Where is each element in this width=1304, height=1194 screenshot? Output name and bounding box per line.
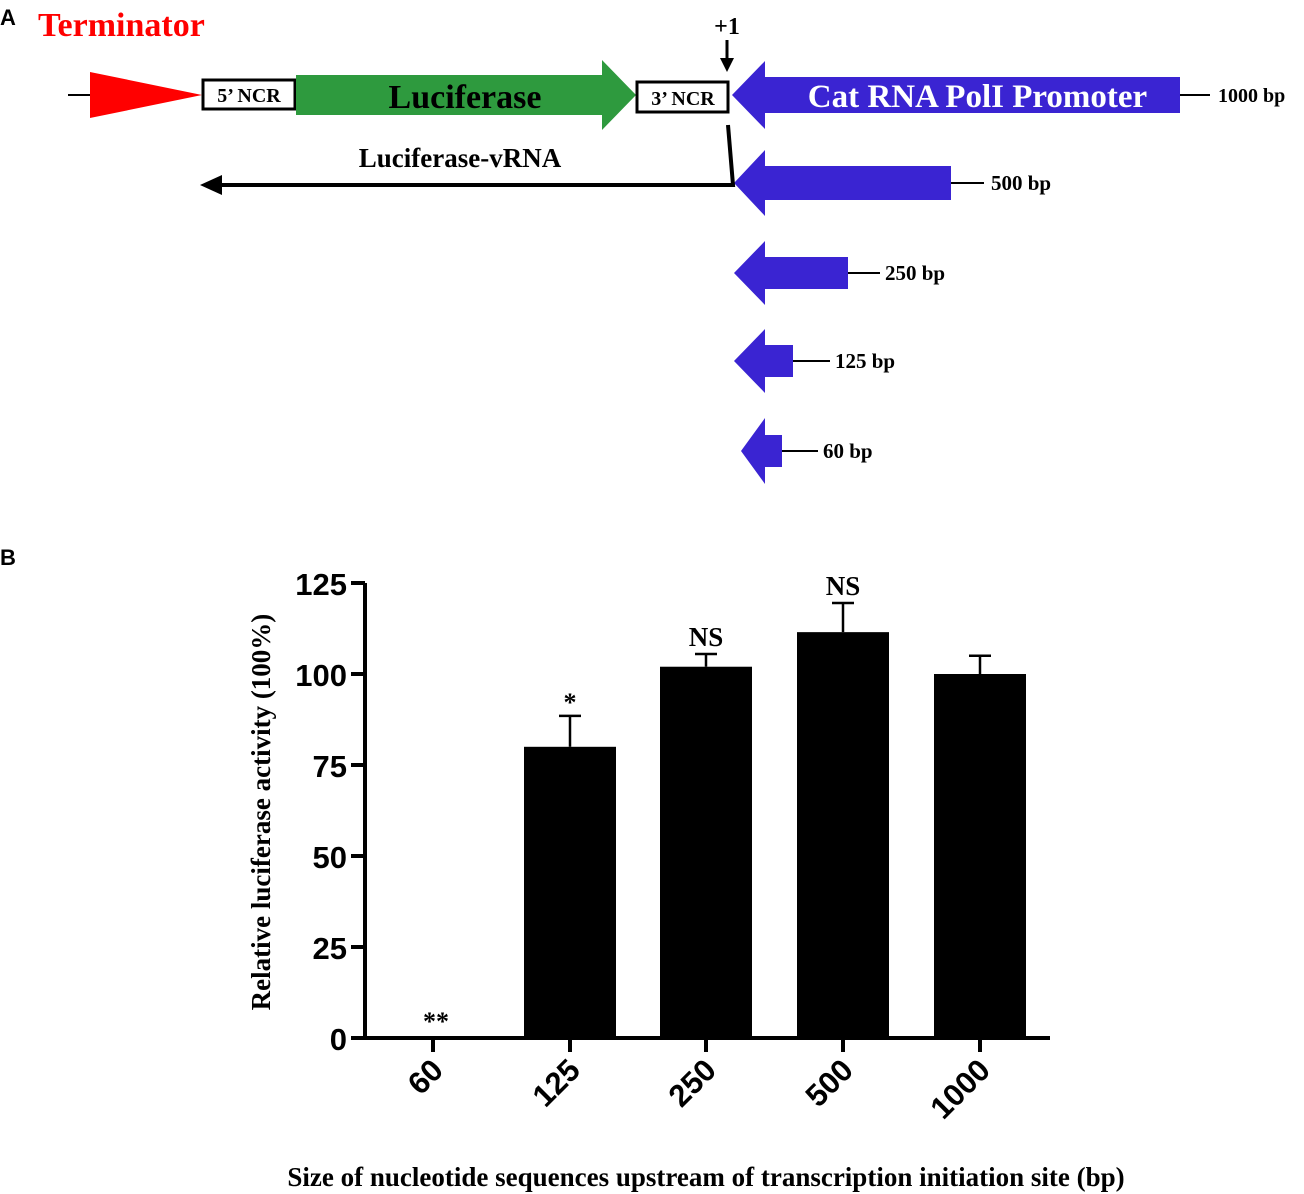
x-tick-label: 60 xyxy=(401,1052,450,1101)
promoter-fragment-500-arrow xyxy=(734,150,951,216)
y-tick-label: 0 xyxy=(330,1022,347,1057)
vrna-label: Luciferase-vRNA xyxy=(359,143,562,173)
y-tick-label: 100 xyxy=(295,658,347,693)
terminator-shape xyxy=(90,72,202,118)
promoter-label: Cat RNA PolI Promoter xyxy=(808,79,1147,115)
promoter-fragment-60-arrow xyxy=(741,418,782,484)
panel-b: B Relative luciferase activity (100%) Si… xyxy=(0,545,1125,1192)
ncr3-box xyxy=(635,80,730,114)
x-tick-label: 125 xyxy=(526,1052,587,1113)
bar-chart: Relative luciferase activity (100%) Size… xyxy=(246,567,1125,1192)
ncr3-label: 3’ NCR xyxy=(651,88,715,110)
x-axis-label: Size of nucleotide sequences upstream of… xyxy=(287,1162,1124,1192)
x-tick-label: 250 xyxy=(662,1052,723,1113)
promoter-fragments: 1000 bp Cat RNA PolI Promoter 500 bp 250 bp… xyxy=(732,61,1285,484)
promoter-fragment-500-label: 500 bp xyxy=(991,171,1051,195)
vrna-arrow-head xyxy=(200,175,222,195)
y-tick-label: 75 xyxy=(313,749,347,784)
significance-label-125: * xyxy=(564,688,577,717)
promoter-fragment-125-label: 125 bp xyxy=(835,349,895,373)
x-tick-label: 1000 xyxy=(923,1052,997,1126)
plus-one-arrow-head xyxy=(720,58,734,72)
terminator-label: Terminator xyxy=(38,7,205,44)
promoter-fragment-1000-arrow xyxy=(732,61,1180,129)
bar-500 xyxy=(797,632,889,1038)
luciferase-label: Luciferase xyxy=(389,79,542,116)
ncr5-box xyxy=(201,78,297,111)
promoter-fragment-125-arrow xyxy=(734,329,793,393)
bar-250 xyxy=(660,666,752,1038)
vrna-transcript-line xyxy=(220,124,736,187)
luciferase-arrow xyxy=(296,60,636,130)
promoter-fragment-60-label: 60 bp xyxy=(823,439,873,463)
y-tick-label: 50 xyxy=(313,840,347,875)
plus-one-label: +1 xyxy=(714,14,740,40)
ncr5-label: 5’ NCR xyxy=(217,85,281,107)
y-tick-label: 25 xyxy=(313,931,347,966)
promoter-fragment-250-label: 250 bp xyxy=(885,261,945,285)
significance-label-250: NS xyxy=(689,622,724,652)
bar-1000 xyxy=(934,674,1026,1038)
bar-125 xyxy=(524,746,616,1038)
x-tick-label: 500 xyxy=(799,1052,860,1113)
promoter-fragment-250-arrow xyxy=(734,241,848,305)
significance-label-500: NS xyxy=(826,571,861,601)
promoter-fragment-1000-label: 1000 bp xyxy=(1218,85,1285,107)
panel-a: A Terminator 5’ NCR Luciferase 3’ NCR +1… xyxy=(0,5,1285,484)
significance-label-60: ** xyxy=(423,1007,449,1036)
panel-a-label: A xyxy=(0,5,16,30)
y-tick-label: 125 xyxy=(295,567,347,602)
panel-b-label: B xyxy=(0,545,16,570)
y-axis-label: Relative luciferase activity (100%) xyxy=(246,614,276,1011)
